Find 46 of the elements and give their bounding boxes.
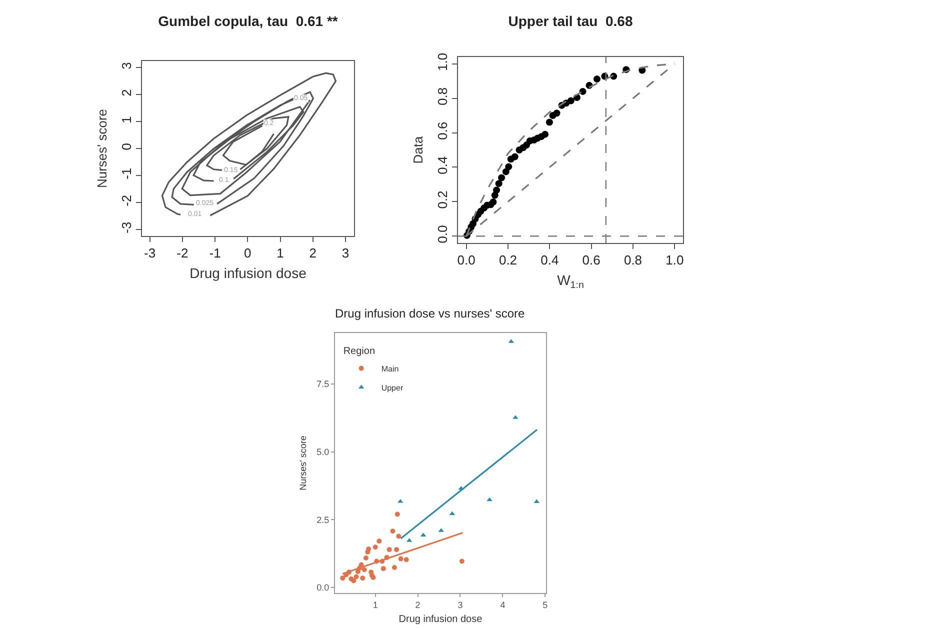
y-tick-label: 2.5 (316, 514, 330, 525)
y-tick-label: -3 (118, 222, 134, 234)
y-tick-label: 1 (118, 116, 134, 124)
chart-title: Drug infusion dose vs nurses' score (335, 306, 526, 320)
x-tick-label: 2 (415, 600, 420, 610)
x-axis-title: Drug infusion dose (190, 264, 307, 281)
x-tick-label: 0.6 (582, 252, 600, 268)
legend-label: Upper (381, 383, 404, 392)
y-tick-label: 5.0 (316, 447, 330, 458)
y-axis-title: Nurses' score (94, 108, 110, 188)
y-tick-label: 0.2 (434, 190, 450, 209)
x-axis-title: Drug infusion dose (398, 614, 483, 625)
x-tick-label: 3 (342, 246, 350, 261)
x-tick-label: -1 (209, 246, 221, 261)
y-tick-label: 1.0 (434, 52, 450, 71)
y-tick-label: 0.4 (434, 156, 450, 174)
legend-label: Main (381, 364, 399, 374)
x-tick-label: 0.4 (540, 252, 559, 268)
x-tick-label: 1 (276, 246, 284, 261)
y-tick-label: 0 (118, 143, 134, 150)
y-tick-label: 0.8 (434, 87, 450, 106)
y-tick-label: 0.0 (434, 225, 450, 244)
x-tick-label: 0.2 (498, 252, 518, 268)
y-tick-label: 3 (118, 62, 134, 70)
x-tick-label: 0.0 (457, 252, 476, 268)
y-axis-title: Data (410, 136, 426, 164)
y-tick-label: -2 (118, 194, 134, 206)
x-tick-label: -2 (176, 246, 188, 261)
x-tick-label: 1.0 (666, 252, 684, 268)
x-tick-label: 0 (244, 246, 252, 261)
chart-title: Upper tail tau 0.68 (508, 12, 633, 29)
y-tick-label: 0.0 (316, 582, 330, 593)
chart-title: Gumbel copula, tau 0.61 ** (158, 12, 338, 29)
y-tick-label: 7.5 (316, 379, 330, 390)
x-axis-title: W$_{1:n}$ (557, 272, 584, 291)
x-tick-label: 3 (458, 600, 463, 610)
x-tick-label: 1 (372, 600, 378, 610)
y-tick-label: 2 (118, 89, 134, 96)
y-tick-label: -1 (118, 168, 134, 180)
x-tick-label: -3 (144, 246, 156, 261)
legend-title: Region (343, 346, 376, 357)
y-tick-label: 0.6 (434, 122, 450, 140)
x-tick-label: 4 (500, 600, 506, 610)
y-axis-title: Nurses' score (298, 436, 308, 490)
x-tick-label: 0.8 (624, 252, 642, 268)
x-tick-label: 5 (542, 600, 548, 610)
